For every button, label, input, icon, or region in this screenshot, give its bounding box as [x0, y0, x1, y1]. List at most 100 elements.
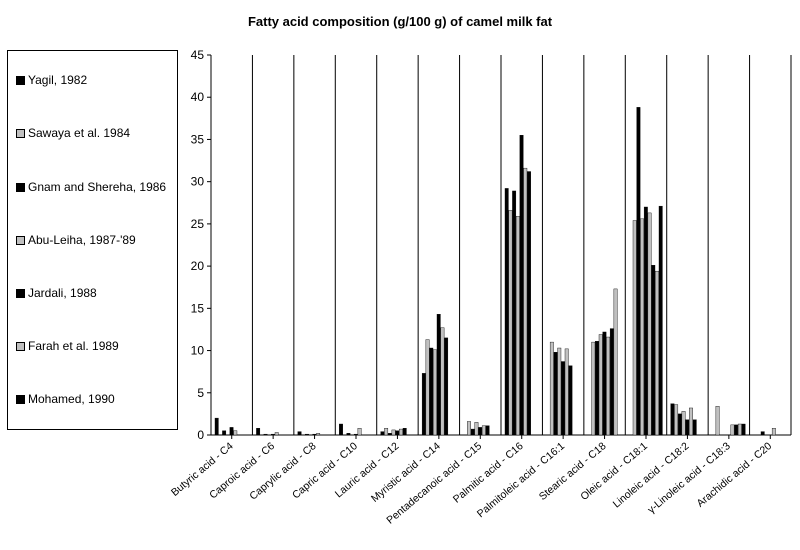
bar	[737, 423, 742, 436]
bar	[561, 361, 565, 436]
legend-swatch	[16, 182, 25, 192]
bar	[647, 212, 652, 436]
bar	[692, 419, 697, 436]
legend-item: Yagil, 1982	[16, 73, 87, 87]
legend-item: Farah et al. 1989	[16, 339, 119, 353]
bar	[271, 433, 275, 436]
legend-label: Jardali, 1988	[28, 286, 97, 300]
bar	[636, 107, 641, 436]
y-tick-label: 30	[191, 175, 205, 189]
legend-label: Gnam and Shereha, 1986	[28, 180, 167, 194]
bar	[384, 428, 389, 436]
bar	[515, 216, 520, 436]
bar	[229, 427, 234, 436]
bar	[549, 341, 554, 436]
bar	[564, 348, 569, 436]
bar	[485, 425, 490, 436]
bar	[357, 428, 362, 436]
bar	[395, 430, 400, 436]
bar	[658, 205, 663, 436]
bar	[470, 428, 475, 436]
bar	[606, 336, 611, 436]
bar	[595, 341, 599, 436]
bar	[380, 431, 385, 436]
bar	[387, 433, 392, 436]
bar	[519, 135, 524, 436]
bar	[715, 406, 720, 436]
bar	[440, 327, 445, 436]
bar	[613, 288, 618, 436]
legend-swatch	[16, 235, 25, 245]
bar	[568, 365, 573, 436]
bar	[760, 431, 765, 436]
legend-item: Abu-Leiha, 1987-'89	[16, 233, 136, 247]
y-tick-label: 0	[197, 428, 204, 442]
bar	[425, 339, 430, 436]
bar	[730, 424, 735, 436]
bar	[677, 413, 682, 436]
bar	[346, 433, 351, 436]
bar	[481, 425, 486, 436]
bar	[312, 433, 317, 436]
bar	[553, 352, 558, 436]
bar	[640, 218, 645, 436]
y-tick-label: 15	[191, 301, 205, 315]
legend-label: Farah et al. 1989	[28, 339, 119, 353]
bar	[771, 428, 776, 436]
bar	[402, 428, 407, 436]
legend-item: Jardali, 1988	[16, 286, 97, 300]
x-tick-label: Arachidic acid - C20	[695, 440, 775, 510]
bar	[467, 421, 471, 436]
bar	[512, 190, 517, 436]
bar	[609, 328, 614, 436]
bar	[508, 210, 513, 436]
bar	[233, 430, 238, 436]
bar	[436, 314, 441, 436]
bar	[643, 206, 648, 436]
bar	[681, 411, 686, 436]
legend-swatch	[16, 341, 25, 351]
bar	[391, 429, 396, 436]
bar	[557, 347, 562, 436]
bar	[339, 423, 343, 436]
bar	[429, 347, 434, 436]
bar	[478, 427, 483, 436]
y-tick-label: 40	[191, 90, 205, 104]
legend-swatch	[16, 394, 25, 404]
legend-item: Gnam and Shereha, 1986	[16, 180, 166, 194]
bar	[591, 341, 596, 436]
x-tick-label: Myristic acid - C14	[369, 440, 443, 505]
chart-legend: Yagil, 1982 Sawaya et al. 1984 Gnam and …	[7, 50, 178, 430]
bar	[504, 188, 509, 436]
bar	[674, 404, 679, 436]
legend-label: Mohamed, 1990	[28, 392, 115, 406]
legend-swatch	[16, 288, 25, 298]
bar	[421, 373, 426, 436]
bar	[655, 270, 659, 436]
bar	[651, 265, 656, 436]
y-tick-label: 10	[191, 344, 205, 358]
bar	[297, 431, 302, 436]
legend-label: Abu-Leiha, 1987-'89	[28, 233, 136, 247]
legend-item: Mohamed, 1990	[16, 392, 115, 406]
bar	[527, 171, 531, 436]
bar	[274, 432, 279, 436]
bar	[523, 167, 528, 436]
bar	[685, 419, 690, 436]
bar	[222, 430, 227, 436]
bar	[741, 423, 746, 436]
bar	[734, 424, 739, 436]
bar	[433, 349, 437, 436]
legend-swatch	[16, 75, 25, 85]
x-tick-label: Palmitic acid - C16	[451, 440, 526, 506]
legend-label: Yagil, 1982	[28, 73, 88, 87]
bar	[305, 433, 309, 436]
y-tick-label: 35	[191, 132, 205, 146]
bar	[353, 433, 358, 436]
bar	[632, 220, 637, 436]
bar	[444, 337, 449, 436]
y-tick-label: 20	[191, 259, 205, 273]
legend-swatch	[16, 128, 25, 138]
bar	[399, 428, 403, 436]
